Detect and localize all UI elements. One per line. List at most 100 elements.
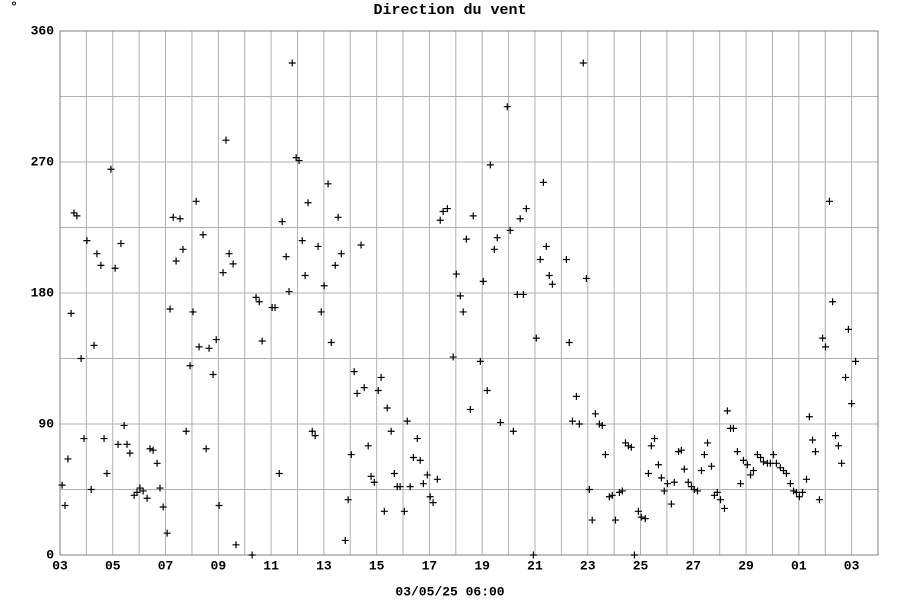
point	[295, 157, 303, 165]
point	[829, 298, 837, 306]
point	[519, 290, 527, 298]
point	[416, 456, 424, 464]
x-tick-label: 27	[685, 558, 701, 573]
point	[516, 215, 524, 223]
point	[713, 488, 721, 496]
point	[677, 446, 685, 454]
point	[229, 260, 237, 268]
point	[436, 216, 444, 224]
point	[73, 212, 81, 220]
point	[644, 469, 652, 477]
point	[443, 205, 451, 213]
point	[598, 421, 606, 429]
point	[637, 513, 645, 521]
point	[802, 475, 810, 483]
point	[100, 435, 108, 443]
point	[123, 440, 131, 448]
point	[439, 207, 447, 215]
point	[97, 261, 105, 269]
point	[159, 503, 167, 511]
point	[232, 541, 240, 549]
point	[737, 480, 745, 488]
point	[360, 384, 368, 392]
point	[680, 465, 688, 473]
point	[83, 237, 91, 245]
point	[301, 272, 309, 280]
y-tick-label: 180	[31, 285, 55, 300]
point	[377, 373, 385, 381]
point	[834, 442, 842, 450]
point	[357, 241, 365, 249]
point	[585, 486, 593, 493]
x-tick-label: 21	[527, 558, 543, 573]
point	[651, 435, 659, 443]
point	[815, 496, 823, 504]
point	[341, 536, 349, 544]
point	[195, 343, 203, 351]
point	[58, 481, 66, 489]
point	[654, 461, 662, 469]
point	[433, 475, 441, 483]
y-tick-label: 270	[31, 154, 55, 169]
point	[133, 488, 141, 496]
point	[647, 442, 655, 450]
x-tick-label: 19	[474, 558, 490, 573]
point	[601, 451, 609, 459]
point	[80, 435, 88, 443]
point	[684, 478, 692, 486]
point	[212, 336, 220, 344]
point	[513, 290, 521, 298]
point	[364, 442, 372, 450]
point	[209, 371, 217, 379]
x-tick-label: 03	[844, 558, 860, 573]
point	[825, 197, 833, 205]
point	[406, 483, 414, 491]
point	[225, 250, 233, 258]
point	[429, 499, 437, 507]
point	[459, 308, 467, 316]
point	[848, 400, 856, 408]
point	[353, 389, 361, 397]
point	[811, 448, 819, 456]
point	[282, 253, 290, 261]
point	[582, 274, 590, 282]
point	[792, 488, 800, 496]
point	[255, 298, 263, 306]
point	[176, 215, 184, 223]
point	[205, 344, 213, 352]
point	[743, 461, 751, 469]
point	[733, 448, 741, 456]
point	[143, 494, 151, 502]
point	[611, 516, 619, 524]
point	[562, 256, 570, 264]
point	[630, 551, 638, 559]
point	[747, 471, 755, 479]
point	[111, 264, 119, 272]
point	[304, 199, 312, 207]
point	[723, 407, 731, 415]
point	[565, 338, 573, 346]
point	[483, 387, 491, 395]
point	[189, 308, 197, 316]
point	[156, 484, 164, 492]
point	[149, 446, 157, 454]
point	[545, 272, 553, 280]
x-tick-label: 01	[791, 558, 807, 573]
point	[591, 410, 599, 418]
point	[842, 373, 850, 381]
point	[248, 551, 256, 559]
point	[529, 551, 537, 559]
point	[795, 493, 803, 501]
point	[67, 309, 75, 317]
point	[821, 343, 829, 351]
y-tick-label: 90	[38, 416, 54, 431]
point	[786, 480, 794, 488]
point	[419, 480, 427, 488]
point	[350, 368, 358, 376]
point	[387, 427, 395, 435]
point	[486, 161, 494, 169]
point	[396, 483, 404, 491]
point	[107, 165, 115, 173]
point	[314, 242, 322, 250]
